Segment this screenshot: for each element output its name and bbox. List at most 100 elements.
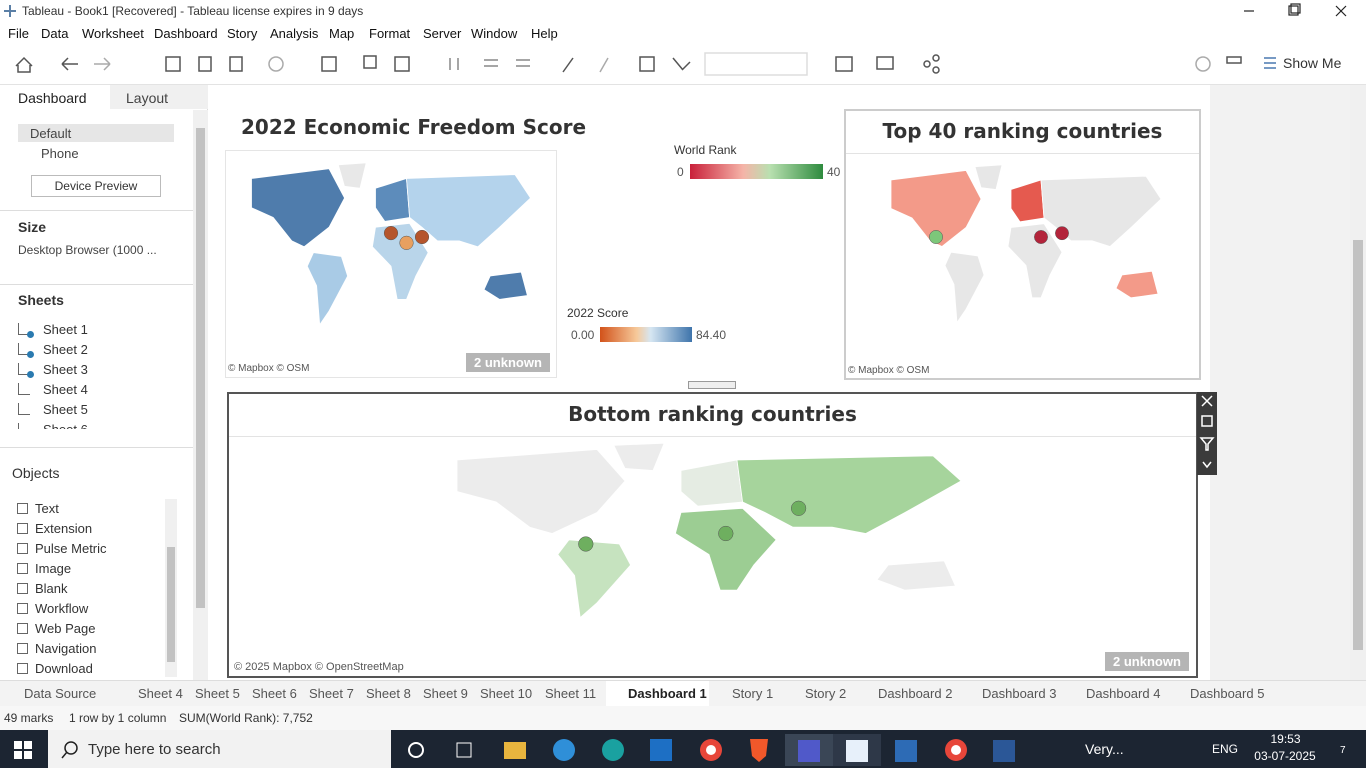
sheet-tab[interactable]: Sheet 4 bbox=[138, 686, 183, 701]
zone-toolbar[interactable] bbox=[1197, 392, 1217, 475]
object-item[interactable]: Text bbox=[35, 501, 59, 516]
object-item[interactable]: Workflow bbox=[35, 601, 89, 616]
map-region[interactable] bbox=[406, 174, 532, 248]
map-economic-freedom[interactable] bbox=[236, 159, 546, 354]
canvas-scrollbar[interactable] bbox=[1350, 85, 1366, 680]
sheet-tab[interactable]: Sheet 8 bbox=[366, 686, 411, 701]
sheet-tab[interactable]: Sheet 9 bbox=[423, 686, 468, 701]
device-preview-button[interactable]: Device Preview bbox=[31, 175, 161, 197]
object-item[interactable]: Extension bbox=[35, 521, 93, 536]
menu-item[interactable]: Window bbox=[471, 26, 518, 41]
clock-date[interactable]: 03-07-2025 bbox=[1254, 749, 1316, 763]
menu-item[interactable]: Data bbox=[41, 26, 69, 41]
search-placeholder[interactable]: Type here to search bbox=[88, 741, 221, 758]
menu-item[interactable]: File bbox=[8, 26, 29, 41]
object-item[interactable]: Image bbox=[35, 561, 72, 576]
sheet-tab[interactable]: Sheet 7 bbox=[309, 686, 354, 701]
taskbar-app-label[interactable]: Very... bbox=[1085, 741, 1124, 757]
panel-tab[interactable]: Layout bbox=[126, 90, 169, 106]
map-region[interactable] bbox=[371, 222, 429, 300]
sheet-tab[interactable]: Sheet 10 bbox=[480, 686, 533, 701]
menu-item[interactable]: Help bbox=[531, 26, 558, 41]
object-item[interactable]: Pulse Metric bbox=[35, 541, 107, 556]
sheet-item[interactable]: Sheet 2 bbox=[43, 342, 88, 357]
scroll-thumb[interactable] bbox=[1353, 240, 1363, 650]
map-region[interactable] bbox=[578, 536, 594, 552]
map-region[interactable] bbox=[1055, 226, 1069, 241]
sheet-item[interactable]: Sheet 1 bbox=[43, 322, 88, 337]
sheet-tab[interactable]: Sheet 11 bbox=[545, 686, 597, 701]
sheet-item[interactable]: Sheet 4 bbox=[43, 382, 88, 397]
notification-badge[interactable]: 7 bbox=[1340, 745, 1346, 756]
taskbar-apps[interactable] bbox=[400, 734, 1040, 766]
menu-item[interactable]: Dashboard bbox=[154, 26, 218, 41]
sheet-tab[interactable]: Story 1 bbox=[732, 686, 774, 701]
map-region[interactable] bbox=[557, 539, 632, 619]
sheet-item[interactable]: Sheet 3 bbox=[43, 362, 88, 377]
resize-handle[interactable] bbox=[688, 381, 736, 389]
map-region[interactable] bbox=[736, 455, 962, 534]
map-region[interactable] bbox=[456, 449, 626, 534]
map-region[interactable] bbox=[251, 168, 345, 248]
toolbar-icons[interactable] bbox=[0, 44, 1366, 84]
map-region[interactable] bbox=[1010, 179, 1045, 223]
map-region[interactable] bbox=[890, 170, 982, 247]
object-item[interactable]: Download bbox=[35, 661, 93, 676]
objects-scrollbar[interactable] bbox=[165, 499, 177, 677]
input-language[interactable]: ENG bbox=[1212, 742, 1239, 756]
menu-item[interactable]: Format bbox=[369, 26, 411, 41]
map-region[interactable] bbox=[674, 507, 777, 591]
map-region[interactable] bbox=[383, 226, 399, 241]
menu-item[interactable]: Story bbox=[227, 26, 258, 41]
map-region[interactable] bbox=[680, 459, 744, 507]
search-box[interactable] bbox=[48, 730, 391, 768]
sheet-tab[interactable]: Sheet 6 bbox=[252, 686, 297, 701]
panel-tab-active[interactable]: Dashboard bbox=[18, 90, 87, 106]
map-region[interactable] bbox=[399, 235, 414, 250]
map-bottom-ranking[interactable] bbox=[429, 439, 989, 649]
sheet-item[interactable]: Sheet 5 bbox=[43, 402, 88, 417]
sheet-tab[interactable]: Data Source bbox=[24, 686, 97, 701]
map-region[interactable] bbox=[1034, 230, 1048, 244]
menu-item[interactable]: Analysis bbox=[270, 26, 319, 41]
scroll-thumb[interactable] bbox=[196, 128, 205, 608]
sheet-tab[interactable]: Dashboard 4 bbox=[1086, 686, 1161, 701]
sheet-tab[interactable]: Dashboard 2 bbox=[878, 686, 953, 701]
menu-item[interactable]: Worksheet bbox=[82, 26, 144, 41]
object-item[interactable]: Web Page bbox=[35, 621, 96, 636]
map-top-40[interactable] bbox=[876, 161, 1176, 351]
sheet-tab[interactable]: Dashboard 5 bbox=[1190, 686, 1265, 701]
menu-item[interactable]: Map bbox=[329, 26, 355, 41]
map-region[interactable] bbox=[483, 271, 528, 300]
map-region[interactable] bbox=[876, 560, 956, 591]
map-region[interactable] bbox=[791, 500, 807, 516]
panel-scrollbar[interactable] bbox=[193, 110, 208, 680]
sheet-tab[interactable]: Sheet 5 bbox=[195, 686, 240, 701]
map-region[interactable] bbox=[1007, 223, 1063, 299]
device-option[interactable]: Default bbox=[30, 126, 72, 141]
show-me-button[interactable]: Show Me bbox=[1283, 55, 1342, 71]
sheet-tab[interactable]: Dashboard 3 bbox=[982, 686, 1057, 701]
map-region[interactable] bbox=[613, 442, 665, 471]
map-region[interactable] bbox=[337, 162, 367, 189]
map-region[interactable] bbox=[306, 252, 349, 326]
map-region[interactable] bbox=[974, 164, 1003, 190]
size-dropdown[interactable]: Desktop Browser (1000 ... bbox=[18, 243, 157, 257]
object-item[interactable]: Navigation bbox=[35, 641, 97, 656]
map-region[interactable] bbox=[375, 177, 411, 222]
map-region[interactable] bbox=[944, 251, 985, 324]
window-controls[interactable] bbox=[1240, 3, 1360, 19]
map-region[interactable] bbox=[718, 525, 734, 542]
map-region[interactable] bbox=[1040, 175, 1162, 247]
start-button[interactable] bbox=[14, 741, 32, 759]
map-region[interactable] bbox=[929, 230, 943, 244]
map-region[interactable] bbox=[1115, 270, 1159, 299]
sheet-item[interactable]: Sheet 6 bbox=[43, 422, 88, 429]
device-option[interactable]: Phone bbox=[41, 146, 79, 161]
sheet-tab[interactable]: Story 2 bbox=[805, 686, 847, 701]
unknown-badge[interactable]: 2 unknown bbox=[466, 353, 550, 372]
scroll-thumb[interactable] bbox=[167, 547, 175, 662]
sheet-tab[interactable]: Dashboard 1 bbox=[628, 686, 707, 701]
unknown-badge[interactable]: 2 unknown bbox=[1105, 652, 1189, 671]
menu-item[interactable]: Server bbox=[423, 26, 462, 41]
